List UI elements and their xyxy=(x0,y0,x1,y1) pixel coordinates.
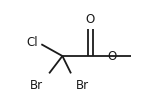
Text: Br: Br xyxy=(30,79,43,92)
Text: Cl: Cl xyxy=(27,36,38,48)
Text: O: O xyxy=(108,50,117,62)
Text: O: O xyxy=(86,13,95,26)
Text: Br: Br xyxy=(76,79,89,92)
